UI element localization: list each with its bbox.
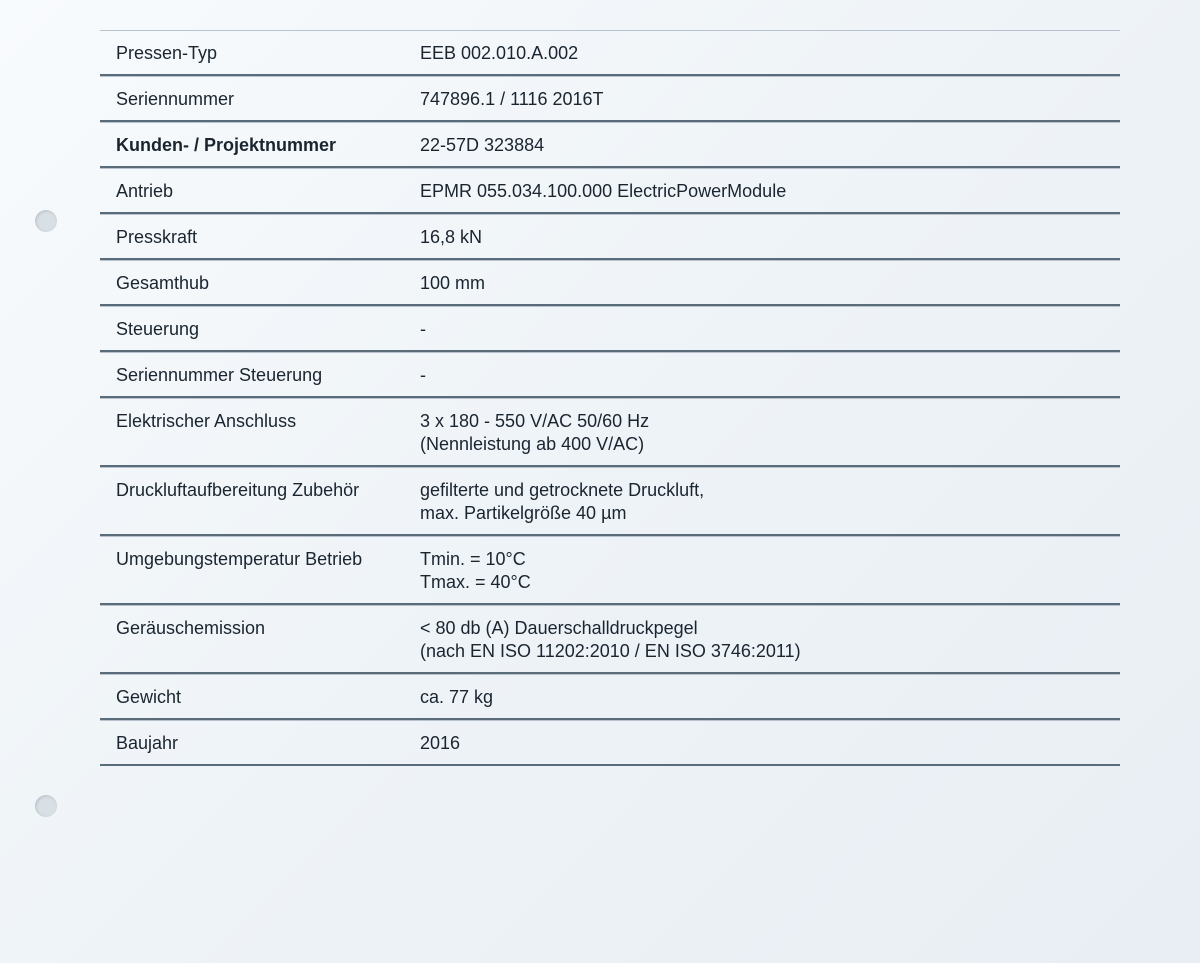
specification-table: Pressen-Typ EEB 002.010.A.002 Seriennumm…: [100, 30, 1120, 766]
spec-value-line1: gefilterte und getrocknete Druckluft,: [420, 480, 704, 500]
spec-label: Geräuschemission: [100, 618, 410, 639]
spec-label: Presskraft: [100, 227, 410, 248]
table-row: Gewicht ca. 77 kg: [100, 674, 1120, 720]
spec-value: -: [410, 365, 1120, 386]
spec-value-line1: Tmin. = 10°C: [420, 549, 526, 569]
spec-label: Gesamthub: [100, 273, 410, 294]
spec-label: Umgebungstemperatur Betrieb: [100, 549, 410, 570]
spec-value: ca. 77 kg: [410, 687, 1120, 708]
spec-value-line2: (Nennleistung ab 400 V/AC): [420, 434, 1120, 455]
spec-label: Steuerung: [100, 319, 410, 340]
spec-value: EEB 002.010.A.002: [410, 43, 1120, 64]
spec-value: gefilterte und getrocknete Druckluft, ma…: [410, 480, 1120, 524]
spec-value-line2: max. Partikelgröße 40 µm: [420, 503, 1120, 524]
spec-value-line1: EPMR 055.034.100.000 ElectricPowerModule: [420, 181, 786, 201]
spec-value: Tmin. = 10°C Tmax. = 40°C: [410, 549, 1120, 593]
spec-value-line1: < 80 db (A) Dauerschalldruckpegel: [420, 618, 698, 638]
spec-value-line1: 16,8 kN: [420, 227, 482, 247]
spec-value-line1: 3 x 180 - 550 V/AC 50/60 Hz: [420, 411, 649, 431]
spec-label: Baujahr: [100, 733, 410, 754]
spec-value: -: [410, 319, 1120, 340]
table-row: Gesamthub 100 mm: [100, 260, 1120, 306]
spec-value-line1: 747896.1 / 1116 2016T: [420, 89, 604, 109]
table-row: Druckluftaufbereitung Zubehör gefilterte…: [100, 467, 1120, 536]
table-row: Seriennummer 747896.1 / 1116 2016T: [100, 76, 1120, 122]
spec-value-line1: ca. 77 kg: [420, 687, 493, 707]
punch-hole-top: [35, 210, 57, 232]
spec-label: Pressen-Typ: [100, 43, 410, 64]
spec-label: Druckluftaufbereitung Zubehör: [100, 480, 410, 501]
table-row: Baujahr 2016: [100, 720, 1120, 766]
table-row: Kunden- / Projektnummer 22-57D 323884: [100, 122, 1120, 168]
spec-value-line2: (nach EN ISO 11202:2010 / EN ISO 3746:20…: [420, 641, 1120, 662]
table-row: Steuerung -: [100, 306, 1120, 352]
spec-value: < 80 db (A) Dauerschalldruckpegel (nach …: [410, 618, 1120, 662]
spec-value-line1: EEB 002.010.A.002: [420, 43, 578, 63]
table-row: Presskraft 16,8 kN: [100, 214, 1120, 260]
spec-value: 22-57D 323884: [410, 135, 1120, 156]
spec-label: Antrieb: [100, 181, 410, 202]
spec-value-line1: 2016: [420, 733, 460, 753]
spec-value: 747896.1 / 1116 2016T: [410, 89, 1120, 110]
spec-value-line1: 22-57D 323884: [420, 135, 544, 155]
spec-label: Seriennummer Steuerung: [100, 365, 410, 386]
spec-value-line1: -: [420, 319, 426, 339]
spec-label: Kunden- / Projektnummer: [100, 135, 410, 156]
spec-value: EPMR 055.034.100.000 ElectricPowerModule: [410, 181, 1120, 202]
spec-value-line2: Tmax. = 40°C: [420, 572, 1120, 593]
spec-label: Seriennummer: [100, 89, 410, 110]
punch-hole-bottom: [35, 795, 57, 817]
spec-label: Elektrischer Anschluss: [100, 411, 410, 432]
spec-value: 3 x 180 - 550 V/AC 50/60 Hz (Nennleistun…: [410, 411, 1120, 455]
table-row: Antrieb EPMR 055.034.100.000 ElectricPow…: [100, 168, 1120, 214]
table-row: Umgebungstemperatur Betrieb Tmin. = 10°C…: [100, 536, 1120, 605]
spec-value: 2016: [410, 733, 1120, 754]
spec-value: 16,8 kN: [410, 227, 1120, 248]
table-row: Elektrischer Anschluss 3 x 180 - 550 V/A…: [100, 398, 1120, 467]
table-row: Pressen-Typ EEB 002.010.A.002: [100, 30, 1120, 76]
spec-value-line1: -: [420, 365, 426, 385]
table-row: Geräuschemission < 80 db (A) Dauerschall…: [100, 605, 1120, 674]
spec-value-line1: 100 mm: [420, 273, 485, 293]
spec-label: Gewicht: [100, 687, 410, 708]
table-row: Seriennummer Steuerung -: [100, 352, 1120, 398]
spec-value: 100 mm: [410, 273, 1120, 294]
